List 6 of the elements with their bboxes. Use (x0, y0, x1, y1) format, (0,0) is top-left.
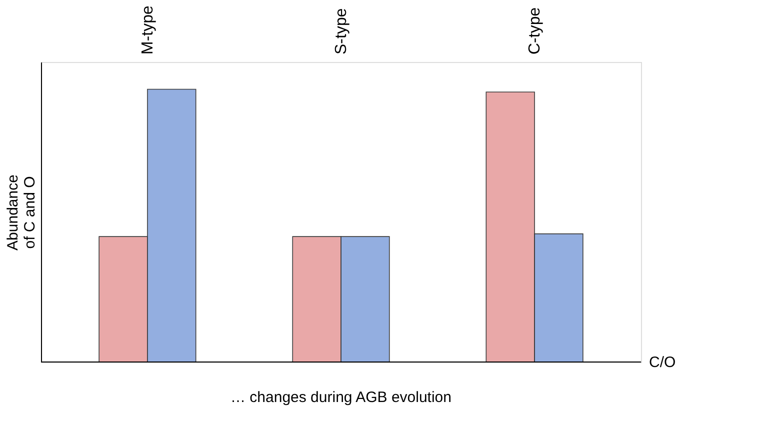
y-axis-title: Abundance of C and O (4, 174, 38, 250)
x-tick-label: S-type (333, 8, 350, 54)
text: … changes during AGB evolution (230, 389, 452, 406)
x-tick-label: M-type (139, 6, 156, 54)
x-axis-title: C/O (649, 354, 676, 371)
x-tick-label: C-type (526, 7, 544, 54)
